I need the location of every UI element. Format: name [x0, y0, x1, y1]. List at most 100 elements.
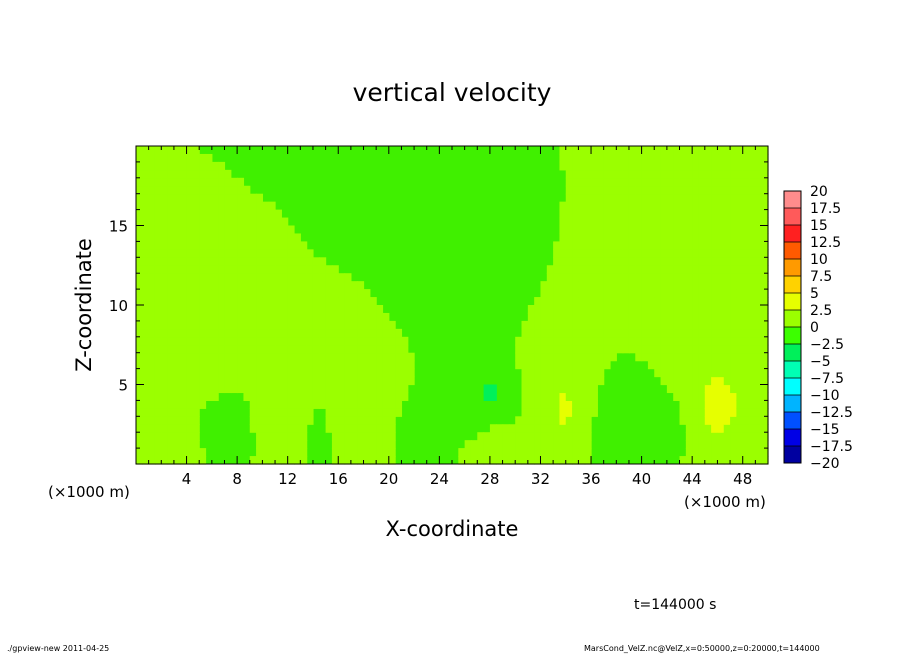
field-cell [679, 146, 687, 155]
field-cell [281, 456, 289, 465]
field-cell [597, 273, 605, 282]
field-cell [666, 225, 674, 235]
field-cell [294, 320, 301, 330]
field-cell [350, 328, 358, 338]
field-cell [294, 289, 301, 298]
field-cell [338, 273, 346, 282]
field-cell [154, 265, 162, 274]
field-cell [711, 312, 719, 322]
field-cell [679, 352, 687, 362]
field-cell [211, 233, 219, 242]
field-cell [382, 424, 390, 433]
field-cell [268, 209, 276, 219]
field-cell [742, 265, 750, 274]
field-cell [218, 352, 226, 362]
field-cell [749, 456, 756, 465]
field-cell [572, 320, 579, 330]
field-cell [527, 336, 535, 346]
field-cell [294, 368, 301, 378]
field-cell [698, 209, 706, 219]
field-cell [666, 281, 674, 290]
field-cell [666, 209, 674, 219]
field-cell [723, 320, 731, 330]
field-cell [275, 289, 282, 298]
field-cell [572, 424, 579, 433]
field-cell [186, 384, 194, 394]
field-cell [749, 328, 756, 338]
field-cell [572, 257, 579, 266]
field-cell [755, 416, 763, 425]
field-cell [237, 344, 245, 354]
field-cell [685, 384, 693, 394]
field-cell [647, 169, 655, 179]
field-cell [186, 344, 194, 354]
field-cell [363, 432, 371, 441]
field-cell [237, 320, 245, 330]
field-cell [565, 233, 573, 242]
field-cell [161, 432, 169, 441]
field-cell [698, 408, 706, 417]
field-cell [369, 384, 377, 394]
field-cell [199, 233, 207, 242]
field-cell [603, 193, 611, 203]
field-cell [281, 273, 289, 282]
field-cell [243, 225, 251, 235]
field-cell [363, 376, 371, 386]
field-cell [749, 424, 756, 433]
field-cell [338, 368, 346, 378]
field-cell [306, 336, 314, 346]
field-cell [192, 241, 200, 250]
field-cell [521, 448, 529, 457]
field-cell [692, 233, 700, 242]
field-cell [249, 416, 257, 425]
field-cell [395, 368, 403, 378]
field-cell [199, 448, 207, 457]
field-cell [136, 305, 143, 314]
field-cell [761, 177, 769, 187]
field-cell [755, 209, 763, 219]
field-cell [572, 177, 579, 187]
field-cell [180, 249, 188, 258]
field-cell [742, 217, 750, 227]
field-cell [654, 225, 662, 235]
field-cell [540, 416, 548, 425]
field-cell [692, 209, 700, 219]
field-cell [603, 249, 611, 258]
field-cell [275, 360, 282, 370]
field-cell [136, 225, 143, 235]
field-cell [591, 376, 598, 386]
field-cell [546, 336, 554, 346]
field-cell [534, 320, 542, 330]
field-cell [281, 376, 289, 386]
field-cell [401, 352, 409, 362]
field-cell [553, 249, 561, 258]
field-cell [540, 352, 548, 362]
field-cell [192, 352, 200, 362]
field-cell [679, 233, 687, 242]
field-cell [230, 312, 238, 322]
field-cell [312, 352, 320, 362]
field-cell [711, 416, 719, 425]
field-cell [635, 352, 643, 362]
field-cell [534, 305, 542, 314]
field-cell [730, 416, 737, 425]
field-cell [331, 416, 339, 425]
field-cell [230, 241, 238, 250]
field-cell [312, 273, 320, 282]
field-cell [730, 153, 737, 163]
field-cell [553, 265, 561, 274]
field-cell [635, 336, 643, 346]
field-cell [572, 368, 579, 378]
field-cell [224, 289, 232, 298]
field-cell [186, 281, 194, 290]
field-cell [173, 432, 181, 441]
field-cell [230, 217, 238, 227]
field-cell [154, 177, 162, 187]
field-cell [262, 456, 270, 465]
field-cell [742, 225, 750, 235]
field-cell [641, 257, 649, 266]
field-cell [211, 328, 219, 338]
field-cell [186, 201, 194, 211]
field-cell [294, 305, 301, 314]
